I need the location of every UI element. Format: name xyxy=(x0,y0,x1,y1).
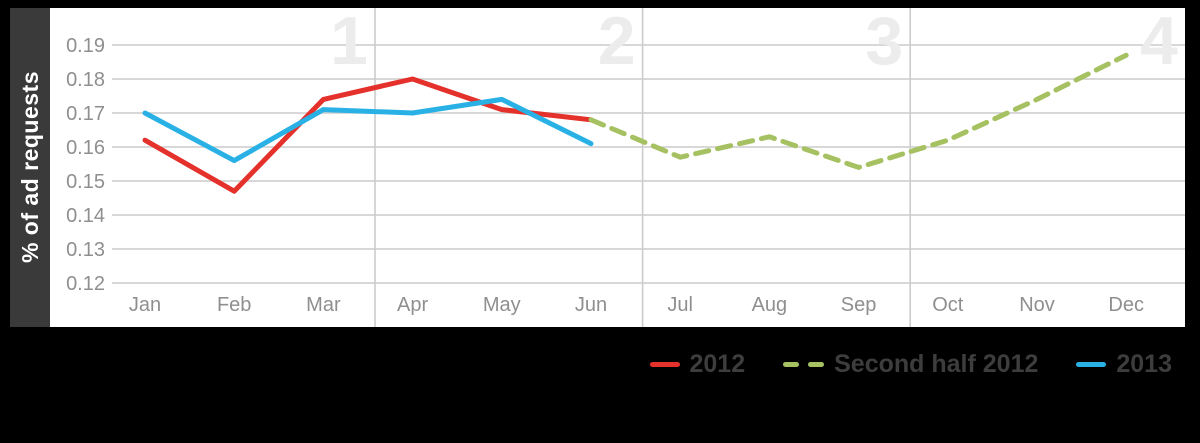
y-tick-label: 0.13 xyxy=(66,239,105,261)
y-axis-title-bar: % of ad requests xyxy=(10,8,50,327)
legend-label-second-half-2012: Second half 2012 xyxy=(834,350,1039,378)
y-tick-label: 0.16 xyxy=(66,137,105,159)
legend-swatch-solid-red-icon xyxy=(649,362,680,367)
x-tick-label: Nov xyxy=(1019,294,1055,316)
legend-label-2012: 2012 xyxy=(689,350,746,378)
y-tick-label: 0.15 xyxy=(66,171,105,193)
series-line-2012 xyxy=(142,76,594,194)
legend-item-2012: 2012 xyxy=(649,350,746,379)
legend-swatch-dashed-green-icon xyxy=(783,362,825,367)
x-tick-label: Oct xyxy=(932,294,964,316)
y-tick-label: 0.14 xyxy=(66,205,105,227)
quarter-number: 1 xyxy=(330,8,368,79)
chart-panel: 0.19 0.18 0.17 0.16 0.15 0.14 0.13 0.12 1 2 3 4 Jan F… xyxy=(50,8,1185,327)
x-tick-label: Sep xyxy=(841,294,877,316)
quarter-number: 4 xyxy=(1140,8,1178,79)
y-tick-label: 0.12 xyxy=(66,273,105,295)
x-tick-label: May xyxy=(483,294,521,316)
y-tick-label: 0.17 xyxy=(66,103,105,125)
x-tick-label: Mar xyxy=(306,294,341,316)
dash-segment-icon xyxy=(808,362,825,367)
y-tick-label: 0.19 xyxy=(66,35,105,57)
x-tick-label: Dec xyxy=(1108,294,1144,316)
series-line-second-half-2012 xyxy=(588,52,1129,170)
quarter-number: 3 xyxy=(865,8,903,79)
line-chart: 0.19 0.18 0.17 0.16 0.15 0.14 0.13 0.12 1 2 3 4 Jan F… xyxy=(66,8,1185,327)
x-tick-label: Jul xyxy=(667,294,693,316)
x-tick-label: Feb xyxy=(217,294,251,316)
series-line-2013 xyxy=(142,96,594,164)
x-tick-label: Apr xyxy=(397,294,428,316)
legend-swatch-solid-blue-icon xyxy=(1076,362,1107,367)
x-tick-label: Jun xyxy=(575,294,607,316)
dash-segment-icon xyxy=(783,362,800,367)
quarter-number: 2 xyxy=(598,8,636,79)
legend-label-2013: 2013 xyxy=(1116,350,1172,378)
legend-item-2013: 2013 xyxy=(1076,350,1172,379)
legend: 2012 Second half 2012 2013 xyxy=(649,350,1172,379)
y-axis-title: % of ad requests xyxy=(16,71,43,264)
legend-item-second-half-2012: Second half 2012 xyxy=(783,350,1038,379)
x-tick-label: Aug xyxy=(752,294,788,316)
x-tick-label: Jan xyxy=(129,294,161,316)
y-tick-label: 0.18 xyxy=(66,69,105,91)
